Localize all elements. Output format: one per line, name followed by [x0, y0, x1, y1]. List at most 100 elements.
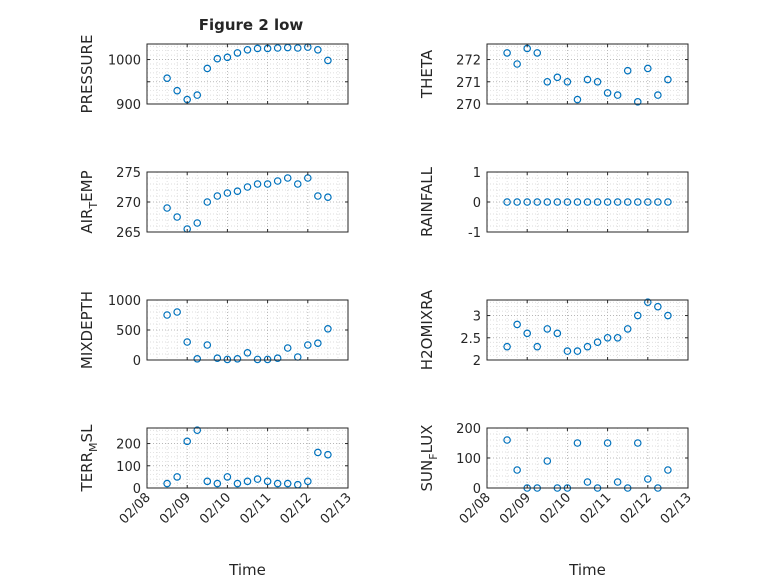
y-tick-label: 100 — [456, 452, 481, 467]
data-point — [283, 344, 292, 352]
data-point — [553, 73, 562, 82]
y-axis-label: AIRTEMP — [78, 170, 100, 233]
data-point — [533, 198, 542, 206]
axes-box — [486, 299, 689, 361]
data-point — [613, 333, 622, 342]
data-point — [553, 198, 562, 206]
data-point — [223, 189, 232, 197]
data-point — [303, 477, 312, 486]
data-point — [243, 477, 252, 486]
data-point — [253, 475, 262, 483]
data-point — [503, 49, 511, 57]
data-point — [163, 311, 171, 319]
minor-grid — [146, 428, 349, 489]
data-point — [173, 308, 181, 316]
data-point — [633, 97, 642, 106]
data-point — [613, 478, 622, 486]
y-tick-label: 265 — [116, 226, 141, 241]
data-point — [233, 354, 242, 363]
axes-box — [146, 43, 349, 105]
y-tick-label: 0 — [133, 354, 141, 369]
data-point — [253, 44, 262, 53]
y-tick-label: 0 — [473, 482, 481, 497]
data-point — [664, 311, 672, 320]
data-point — [314, 45, 322, 54]
data-point — [623, 198, 632, 206]
y-tick-label: 1 — [473, 166, 481, 181]
data-point — [324, 56, 332, 65]
data-point — [503, 198, 511, 206]
data-point — [243, 348, 252, 357]
data-point — [623, 325, 632, 333]
data-point — [293, 180, 302, 188]
y-tick-label: 200 — [116, 438, 141, 453]
y-tick-label: 900 — [116, 98, 141, 113]
minor-grid — [486, 300, 689, 361]
data-point — [273, 177, 282, 185]
x-axis-label: Time — [568, 561, 606, 579]
panel-h2omixra: 2 2.5 3 H2OMIXRA — [418, 289, 689, 370]
data-point — [314, 339, 322, 348]
data-point — [543, 77, 552, 86]
axes-box — [146, 427, 349, 489]
data-point — [664, 75, 672, 84]
data-point — [213, 354, 222, 363]
data-point — [193, 219, 202, 227]
data-point — [223, 355, 232, 364]
data-point — [603, 89, 612, 97]
data-point — [654, 198, 662, 206]
series-markers — [503, 198, 672, 206]
data-point — [273, 479, 282, 488]
data-point — [593, 198, 602, 206]
data-point — [553, 329, 562, 338]
y-axis-label: THETA — [418, 49, 436, 99]
data-point — [523, 329, 532, 338]
data-point — [213, 54, 222, 63]
data-point — [193, 354, 202, 363]
data-point — [583, 478, 592, 486]
y-axis-label: SUNFLUX — [418, 425, 440, 492]
data-point — [503, 436, 511, 444]
y-tick-label: 2 — [473, 354, 481, 369]
data-point — [273, 44, 282, 52]
data-point — [263, 180, 272, 188]
data-point — [193, 91, 202, 99]
data-point — [203, 198, 212, 206]
data-point — [593, 77, 602, 86]
y-tick-label: 100 — [116, 460, 141, 475]
y-axis-label: PRESSURE — [78, 35, 96, 114]
data-point — [314, 192, 322, 200]
panel-air-temp: 265 270 275 AIRTEMP — [78, 166, 349, 241]
data-point — [643, 298, 652, 307]
series-markers — [163, 426, 332, 489]
data-point — [513, 320, 521, 329]
figure-title: Figure 2 low — [199, 16, 304, 34]
data-point — [543, 457, 552, 465]
data-point — [613, 198, 622, 206]
data-point — [193, 426, 202, 435]
y-tick-label: 272 — [456, 54, 481, 69]
data-point — [563, 77, 572, 86]
data-point — [654, 91, 662, 99]
data-point — [643, 64, 652, 73]
data-point — [173, 213, 181, 221]
data-point — [203, 341, 212, 349]
data-point — [593, 338, 602, 347]
y-tick-label: 0 — [473, 196, 481, 211]
axes-box — [486, 43, 689, 105]
y-tick-label: 0 — [133, 482, 141, 497]
y-axis-label: TERRMSL — [78, 424, 100, 493]
data-point — [633, 311, 642, 320]
data-point — [503, 342, 511, 351]
y-tick-label: 275 — [116, 166, 141, 181]
data-point — [613, 91, 622, 99]
data-point — [643, 198, 652, 206]
data-point — [163, 479, 171, 488]
data-point — [573, 347, 582, 355]
data-point — [283, 479, 292, 488]
y-tick-label: -1 — [468, 226, 481, 241]
data-point — [233, 187, 242, 196]
y-tick-label: 2.5 — [460, 332, 481, 347]
data-point — [283, 174, 292, 182]
